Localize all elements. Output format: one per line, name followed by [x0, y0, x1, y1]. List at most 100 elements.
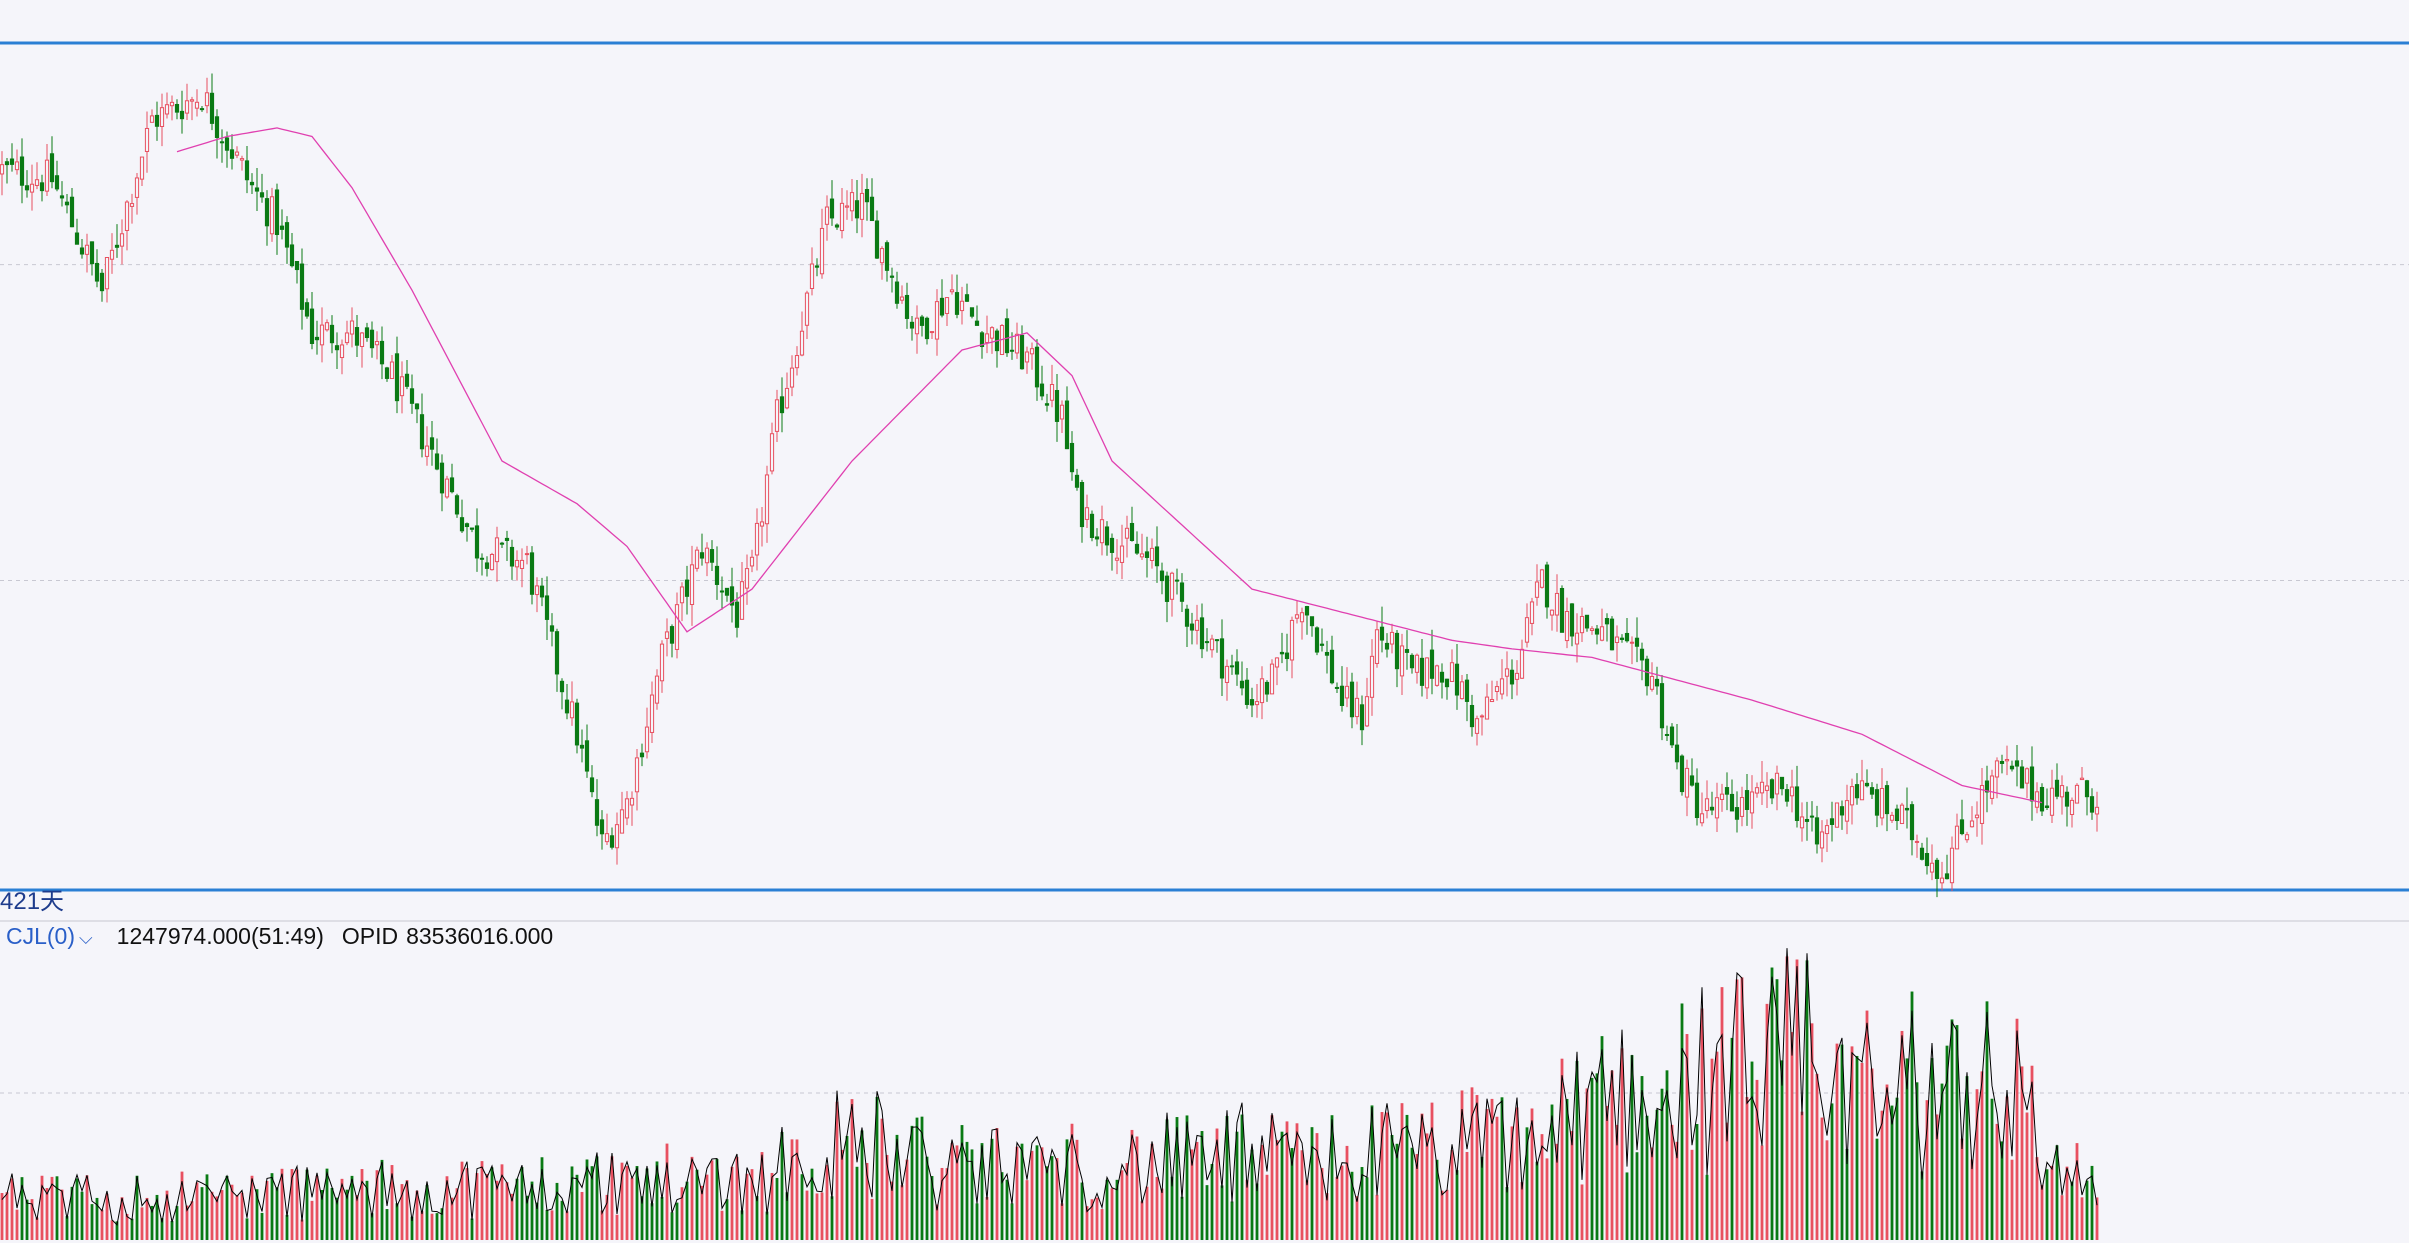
volume-bar — [550, 1210, 554, 1240]
candle-body — [1819, 831, 1825, 849]
candle-body — [1844, 800, 1850, 822]
candle-body — [939, 297, 945, 316]
candle-body — [2059, 785, 2065, 798]
candle-body — [1849, 786, 1855, 806]
candle-body — [2049, 787, 2055, 816]
candle-body — [319, 324, 325, 346]
candle-body — [1954, 825, 1960, 850]
candle-body — [1059, 404, 1065, 420]
candle-body — [819, 227, 825, 275]
volume-bar — [10, 1178, 14, 1240]
volume-bar — [1955, 1025, 1959, 1240]
candle-body — [69, 196, 75, 228]
candle-body — [29, 183, 35, 193]
chevron-down-icon[interactable]: ⌵ — [79, 928, 93, 948]
candle-body — [1389, 631, 1395, 645]
volume-bar — [360, 1169, 364, 1240]
candle-body — [1294, 614, 1300, 619]
candle-body — [474, 525, 480, 559]
candle-body — [1959, 819, 1965, 835]
candle-body — [744, 568, 750, 589]
volume-bar — [1385, 1112, 1389, 1240]
candle-body — [159, 107, 165, 127]
candle-body — [1419, 657, 1425, 686]
volume-bar — [1935, 1114, 1939, 1240]
candle-body — [1029, 348, 1035, 355]
candle-body — [104, 257, 110, 290]
volume-bar — [1670, 1124, 1674, 1240]
candle-body — [1089, 513, 1095, 538]
candle-body — [349, 320, 355, 335]
candle-body — [1494, 686, 1500, 693]
volume-bar — [445, 1176, 449, 1240]
candle-body — [829, 198, 835, 219]
volume-bar — [1580, 1184, 1584, 1240]
candle-body — [964, 294, 970, 302]
volume-bar — [65, 1216, 69, 1240]
volume-bar — [555, 1182, 559, 1240]
volume-bar — [235, 1195, 239, 1240]
candle-body — [324, 322, 330, 331]
volume-bar — [775, 1177, 779, 1240]
volume-bar — [180, 1171, 184, 1240]
volume-bar — [175, 1206, 179, 1240]
candle-body — [359, 332, 365, 347]
candle-body — [119, 233, 125, 247]
candle-body — [2079, 777, 2085, 781]
candle-body — [639, 752, 645, 758]
candle-body — [1549, 609, 1555, 616]
candle-body — [1534, 581, 1540, 598]
candle-body — [254, 187, 260, 192]
candle-body — [689, 564, 695, 606]
volume-bar — [620, 1162, 624, 1240]
volume-bar — [2010, 1159, 2014, 1240]
volume-bar — [100, 1209, 104, 1240]
volume-bar — [615, 1214, 619, 1240]
candle-body — [1769, 779, 1775, 799]
candle-body — [134, 177, 140, 198]
candle-body — [74, 232, 80, 245]
volume-bar — [400, 1184, 404, 1240]
volume-bar — [625, 1165, 629, 1240]
candle-body — [1259, 678, 1265, 704]
candle-body — [2054, 779, 2060, 797]
candle-body — [519, 559, 525, 569]
volume-bar — [2050, 1165, 2054, 1240]
candle-body — [1589, 628, 1595, 631]
volume-bar — [1565, 1098, 1569, 1240]
indicator-name[interactable]: CJL(0) — [6, 923, 76, 949]
candle-body — [2069, 799, 2075, 816]
volume-bar — [1515, 1107, 1519, 1240]
volume-bar — [880, 1118, 884, 1240]
volume-bar — [605, 1194, 609, 1240]
candle-body — [849, 192, 855, 212]
candle-body — [1424, 657, 1430, 689]
volume-bar — [920, 1116, 924, 1240]
candle-body — [284, 222, 290, 248]
volume-bar — [565, 1211, 569, 1240]
volume-bar — [1985, 1001, 1989, 1240]
volume-bar — [1235, 1131, 1239, 1240]
volume-bar — [1280, 1131, 1284, 1240]
volume-bar — [1420, 1113, 1424, 1240]
candle-body — [1304, 606, 1310, 616]
volume-bar — [320, 1189, 324, 1240]
candle-body — [394, 353, 400, 402]
volume-bar — [410, 1216, 414, 1240]
volume-bar — [1650, 1147, 1654, 1240]
candle-body — [399, 376, 405, 397]
candle-body — [1984, 780, 1990, 793]
candle-body — [1444, 678, 1450, 688]
candle-body — [1434, 665, 1440, 686]
volume-bar — [785, 1192, 789, 1240]
candle-body — [1039, 383, 1045, 397]
volume-bar — [1115, 1179, 1119, 1240]
candle-body — [1629, 641, 1635, 644]
candle-body — [1384, 642, 1390, 650]
candle-body — [1249, 699, 1255, 706]
volume-bar — [570, 1166, 574, 1240]
volume-bar — [585, 1159, 589, 1240]
volume-bar — [1140, 1201, 1144, 1240]
candle-body — [1034, 346, 1040, 388]
day-count-label: 421天 — [0, 888, 65, 915]
